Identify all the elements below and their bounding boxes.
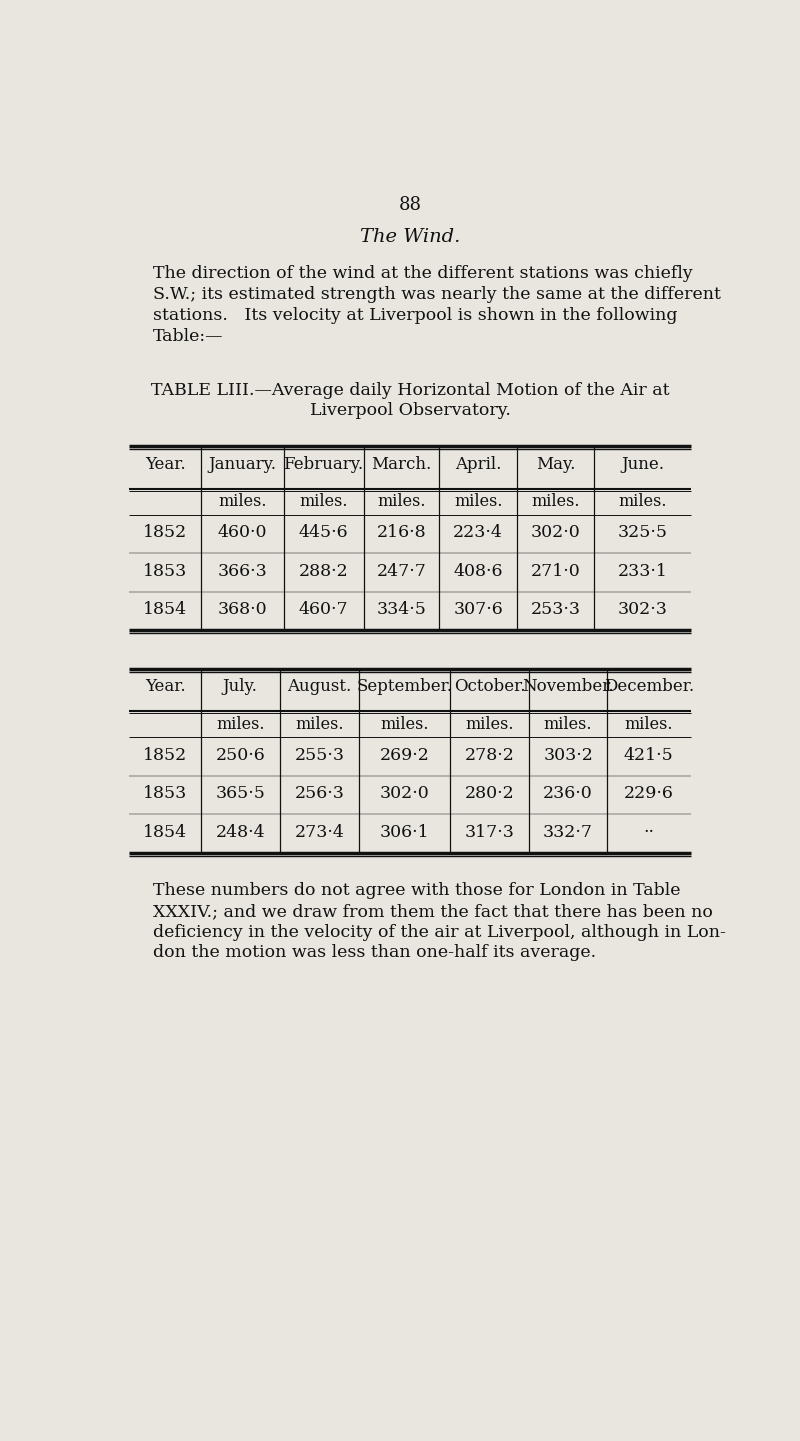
Text: The direction of the wind at the different stations was chiefly: The direction of the wind at the differe…: [153, 265, 693, 282]
Text: 1853: 1853: [143, 785, 187, 803]
Text: 253·3: 253·3: [530, 601, 581, 618]
Text: don the motion was less than one-half its average.: don the motion was less than one-half it…: [153, 944, 596, 961]
Text: Table:—: Table:—: [153, 327, 223, 344]
Text: July.: July.: [223, 679, 258, 695]
Text: Year.: Year.: [145, 679, 186, 695]
Text: 223·4: 223·4: [454, 525, 503, 540]
Text: 408·6: 408·6: [454, 562, 503, 579]
Text: 1854: 1854: [143, 824, 187, 840]
Text: miles.: miles.: [295, 716, 343, 733]
Text: 366·3: 366·3: [218, 562, 267, 579]
Text: December.: December.: [604, 679, 694, 695]
Text: 216·8: 216·8: [377, 525, 426, 540]
Text: 250·6: 250·6: [215, 746, 265, 764]
Text: miles.: miles.: [618, 493, 666, 510]
Text: August.: August.: [287, 679, 351, 695]
Text: 255·3: 255·3: [294, 746, 344, 764]
Text: deficiency in the velocity of the air at Liverpool, although in Lon-: deficiency in the velocity of the air at…: [153, 924, 726, 941]
Text: These numbers do not agree with those for London in Table: These numbers do not agree with those fo…: [153, 882, 680, 899]
Text: 88: 88: [398, 196, 422, 215]
Text: S.W.; its estimated strength was nearly the same at the different: S.W.; its estimated strength was nearly …: [153, 287, 721, 303]
Text: miles.: miles.: [218, 493, 266, 510]
Text: 460·0: 460·0: [218, 525, 267, 540]
Text: 445·6: 445·6: [298, 525, 349, 540]
Text: 302·3: 302·3: [618, 601, 667, 618]
Text: 317·3: 317·3: [465, 824, 514, 840]
Text: miles.: miles.: [625, 716, 673, 733]
Text: 368·0: 368·0: [218, 601, 267, 618]
Text: 303·2: 303·2: [543, 746, 593, 764]
Text: miles.: miles.: [454, 493, 502, 510]
Text: 1854: 1854: [143, 601, 187, 618]
Text: October.: October.: [454, 679, 526, 695]
Text: Liverpool Observatory.: Liverpool Observatory.: [310, 402, 510, 419]
Text: 421·5: 421·5: [624, 746, 674, 764]
Text: May.: May.: [536, 455, 575, 473]
Text: November.: November.: [522, 679, 614, 695]
Text: miles.: miles.: [531, 493, 580, 510]
Text: June.: June.: [621, 455, 664, 473]
Text: 302·0: 302·0: [380, 785, 430, 803]
Text: The Wind.: The Wind.: [360, 228, 460, 246]
Text: 256·3: 256·3: [294, 785, 344, 803]
Text: 229·6: 229·6: [624, 785, 674, 803]
Text: March.: March.: [371, 455, 432, 473]
Text: February.: February.: [283, 455, 364, 473]
Text: 365·5: 365·5: [215, 785, 266, 803]
Text: 271·0: 271·0: [531, 562, 581, 579]
Text: 269·2: 269·2: [380, 746, 430, 764]
Text: April.: April.: [455, 455, 502, 473]
Text: 1853: 1853: [143, 562, 187, 579]
Text: miles.: miles.: [216, 716, 265, 733]
Text: miles.: miles.: [380, 716, 429, 733]
Text: 288·2: 288·2: [298, 562, 349, 579]
Text: 332·7: 332·7: [543, 824, 593, 840]
Text: 302·0: 302·0: [531, 525, 581, 540]
Text: 236·0: 236·0: [543, 785, 593, 803]
Text: 325·5: 325·5: [618, 525, 667, 540]
Text: 233·1: 233·1: [618, 562, 667, 579]
Text: miles.: miles.: [378, 493, 426, 510]
Text: Year.: Year.: [145, 455, 186, 473]
Text: miles.: miles.: [466, 716, 514, 733]
Text: 273·4: 273·4: [294, 824, 344, 840]
Text: 278·2: 278·2: [465, 746, 514, 764]
Text: miles.: miles.: [299, 493, 348, 510]
Text: 460·7: 460·7: [298, 601, 349, 618]
Text: TABLE LIII.—Average daily Horizontal Motion of the Air at: TABLE LIII.—Average daily Horizontal Mot…: [150, 382, 670, 399]
Text: ··: ··: [643, 824, 654, 840]
Text: miles.: miles.: [544, 716, 592, 733]
Text: 280·2: 280·2: [465, 785, 514, 803]
Text: 1852: 1852: [143, 525, 187, 540]
Text: 248·4: 248·4: [215, 824, 265, 840]
Text: 307·6: 307·6: [454, 601, 503, 618]
Text: XXXIV.; and we draw from them the fact that there has been no: XXXIV.; and we draw from them the fact t…: [153, 904, 713, 919]
Text: 334·5: 334·5: [377, 601, 426, 618]
Text: January.: January.: [208, 455, 276, 473]
Text: stations.   Its velocity at Liverpool is shown in the following: stations. Its velocity at Liverpool is s…: [153, 307, 677, 324]
Text: September.: September.: [357, 679, 453, 695]
Text: 1852: 1852: [143, 746, 187, 764]
Text: 306·1: 306·1: [380, 824, 430, 840]
Text: 247·7: 247·7: [377, 562, 426, 579]
